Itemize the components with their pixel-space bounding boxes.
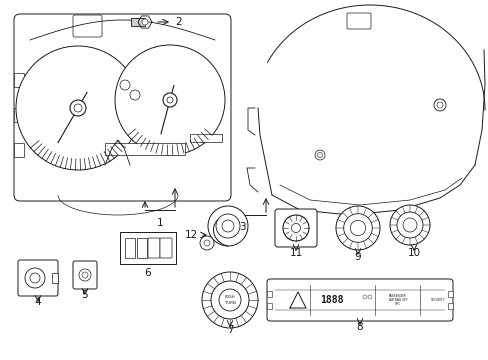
Text: 1: 1 <box>156 218 163 228</box>
FancyBboxPatch shape <box>160 238 172 258</box>
Circle shape <box>210 281 248 319</box>
FancyBboxPatch shape <box>18 260 58 296</box>
Bar <box>266 303 271 309</box>
Circle shape <box>25 268 45 288</box>
Circle shape <box>200 236 214 250</box>
Text: 2: 2 <box>175 17 181 27</box>
Text: SECURITY: SECURITY <box>430 298 444 302</box>
Circle shape <box>436 102 442 108</box>
Bar <box>137 238 147 258</box>
Circle shape <box>203 240 209 246</box>
Circle shape <box>74 104 82 112</box>
Circle shape <box>335 206 379 250</box>
Circle shape <box>317 153 322 157</box>
Circle shape <box>291 224 300 233</box>
Circle shape <box>343 214 371 242</box>
Circle shape <box>389 205 429 245</box>
Circle shape <box>115 45 224 155</box>
Circle shape <box>349 220 365 236</box>
Bar <box>52 273 58 283</box>
Circle shape <box>167 97 173 103</box>
Bar <box>190 134 222 142</box>
Text: 3: 3 <box>238 222 245 232</box>
Text: 10: 10 <box>407 248 420 258</box>
FancyBboxPatch shape <box>73 15 102 37</box>
Text: 11: 11 <box>289 248 302 258</box>
Bar <box>447 303 452 309</box>
Bar <box>131 18 145 26</box>
Circle shape <box>120 80 130 90</box>
Circle shape <box>402 218 416 232</box>
Circle shape <box>142 19 148 25</box>
Text: 12: 12 <box>184 230 198 240</box>
Bar <box>447 291 452 297</box>
Circle shape <box>30 273 40 283</box>
Circle shape <box>362 295 366 299</box>
Circle shape <box>219 289 241 311</box>
Text: 6: 6 <box>144 268 151 278</box>
Bar <box>105 143 184 155</box>
Text: OPC: OPC <box>394 302 400 306</box>
Circle shape <box>130 90 140 100</box>
FancyBboxPatch shape <box>148 238 160 258</box>
Circle shape <box>222 220 234 232</box>
FancyBboxPatch shape <box>346 13 370 29</box>
Bar <box>120 232 176 264</box>
FancyBboxPatch shape <box>73 261 97 289</box>
Text: 9: 9 <box>354 252 361 262</box>
Bar <box>266 291 271 297</box>
FancyBboxPatch shape <box>274 209 316 247</box>
Circle shape <box>70 100 86 116</box>
Text: 7: 7 <box>226 325 233 335</box>
Circle shape <box>216 214 240 238</box>
Circle shape <box>82 272 88 278</box>
Text: PASSENGER: PASSENGER <box>388 294 406 298</box>
Circle shape <box>202 272 258 328</box>
Circle shape <box>163 93 177 107</box>
Circle shape <box>396 212 422 238</box>
Text: PUSH: PUSH <box>224 295 235 299</box>
Circle shape <box>314 150 325 160</box>
Circle shape <box>79 269 91 281</box>
Text: 8: 8 <box>356 322 363 332</box>
FancyBboxPatch shape <box>14 14 230 201</box>
Circle shape <box>433 99 445 111</box>
Bar <box>125 238 135 258</box>
Circle shape <box>207 206 247 246</box>
Text: AIR BAG OFF: AIR BAG OFF <box>388 298 407 302</box>
Circle shape <box>367 295 371 299</box>
Text: 4: 4 <box>35 297 41 307</box>
Text: 1888: 1888 <box>320 295 343 305</box>
FancyBboxPatch shape <box>266 279 452 321</box>
Bar <box>14 73 24 87</box>
Circle shape <box>283 215 308 241</box>
Bar <box>14 108 24 122</box>
Circle shape <box>16 46 140 170</box>
Text: 5: 5 <box>81 290 88 300</box>
Bar <box>14 143 24 157</box>
Text: TURN: TURN <box>224 301 235 305</box>
